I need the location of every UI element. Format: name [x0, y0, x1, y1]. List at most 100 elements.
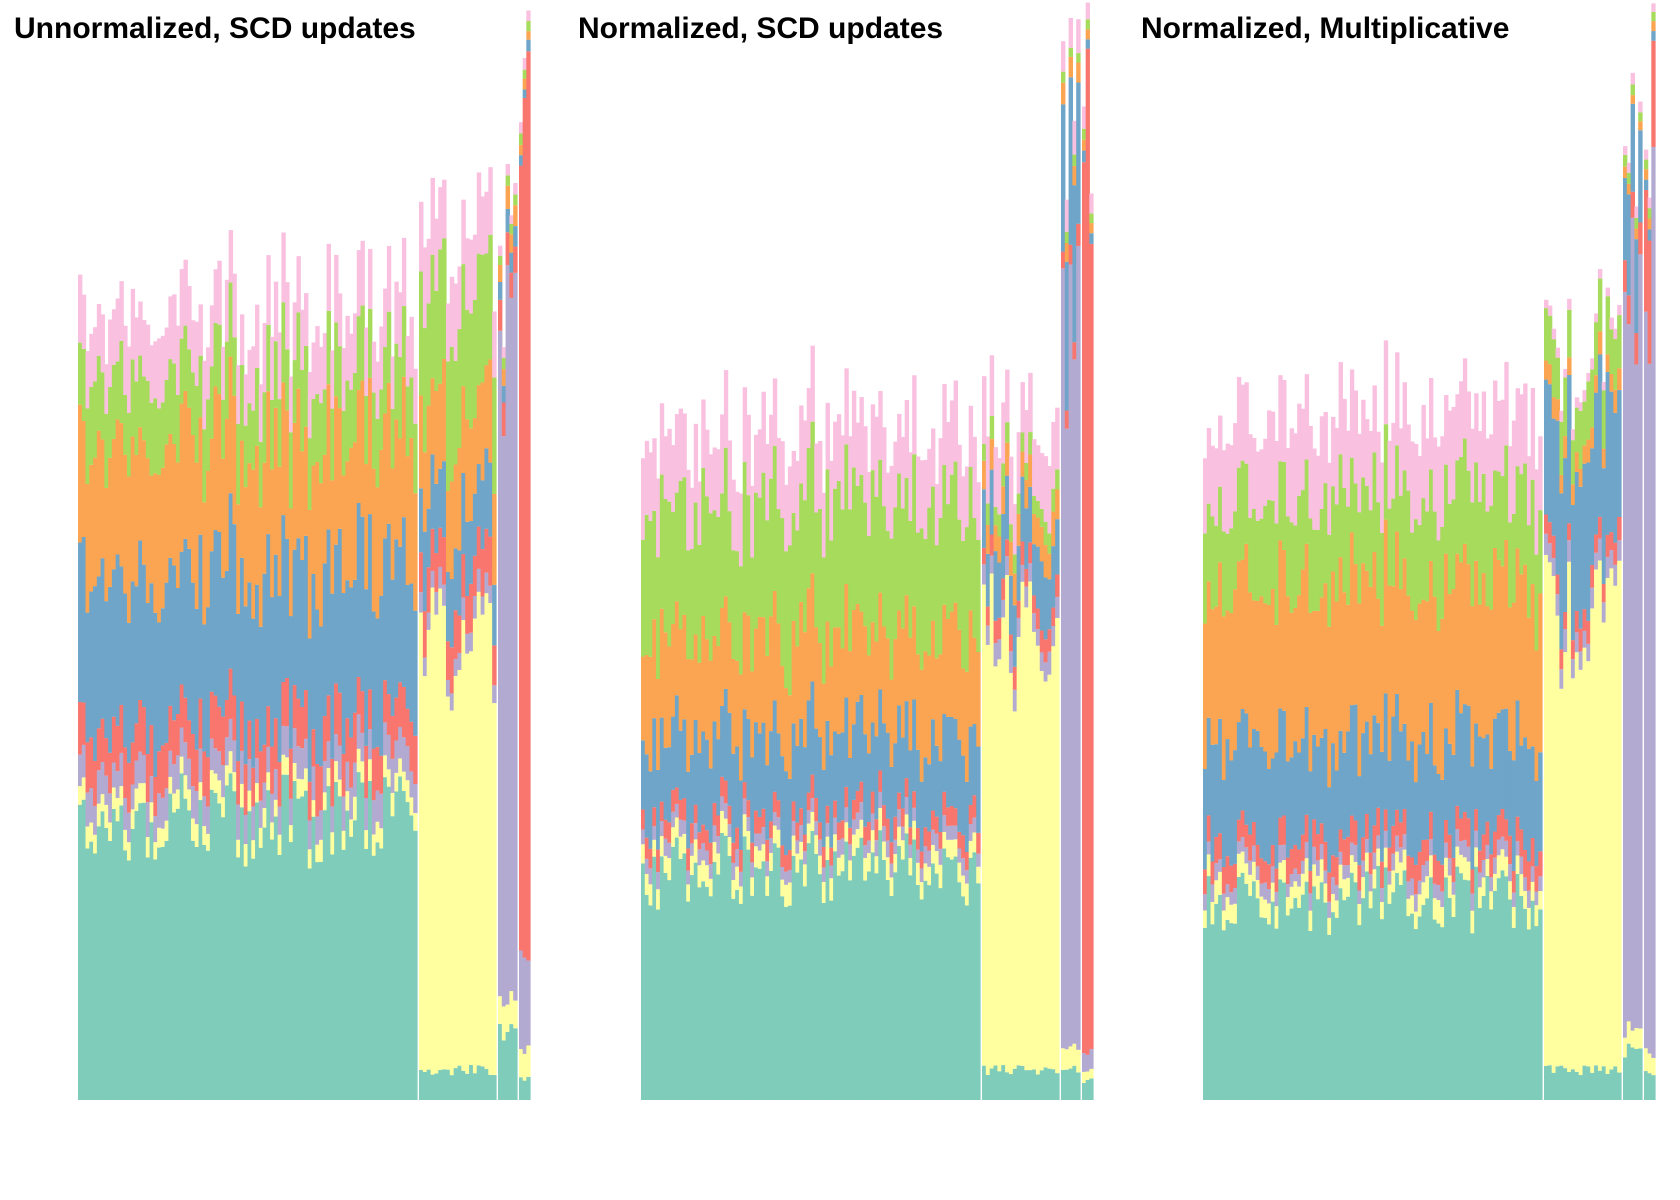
bar-segment-p0-g0-b0	[349, 836, 354, 1100]
bar-segment-p2-g0-b5	[1470, 606, 1475, 767]
bar-segment-p0-g0-b4	[168, 557, 173, 706]
bar-segment-p0-g0-b2	[104, 775, 109, 805]
bar-segment-p0-g0-b4	[232, 524, 237, 696]
bar-segment-p2-g0-b4	[1312, 734, 1317, 820]
bar-segment-p2-g0-b5	[1451, 589, 1456, 755]
bar-segment-p2-g0-b5	[1225, 610, 1230, 740]
bar-segment-p1-g0-b3	[701, 824, 706, 844]
bar-segment-p0-g0-b0	[115, 821, 121, 1100]
bar-segment-p1-g0-b6	[686, 550, 691, 660]
bar-segment-p1-g0-b5	[874, 641, 879, 737]
bar-segment-p0-g0-b0	[213, 792, 218, 1100]
bar-segment-p1-g0-b7	[844, 368, 849, 445]
bar-segment-p2-g0-b3	[1319, 823, 1325, 844]
bar-segment-p1-g0-b7	[904, 399, 910, 478]
bar-segment-p0-g0-b4	[349, 587, 354, 738]
bar-segment-p2-g0-b5	[1500, 566, 1505, 710]
bar-segment-p1-g2-b3	[1072, 342, 1077, 360]
bar-segment-p2-g0-b0	[1481, 895, 1487, 1100]
bar-segment-p1-g3-b5	[1082, 139, 1087, 151]
bar-segment-p1-g0-b7	[723, 370, 729, 448]
bar-segment-p2-g0-b7	[1334, 427, 1340, 505]
bar-segment-p1-g1-b1	[1005, 575, 1010, 1073]
bar-segment-p0-g3-b7	[526, 10, 531, 21]
bar-segment-p2-g0-b0	[1395, 873, 1400, 1100]
bar-segment-p1-g0-b6	[780, 518, 785, 667]
bar-segment-p1-g0-b6	[972, 518, 977, 638]
bar-segment-p2-g0-b1	[1304, 858, 1310, 882]
bar-segment-p1-g0-b5	[836, 627, 842, 735]
bar-segment-p0-g0-b7	[123, 325, 128, 395]
bar-segment-p1-g0-b5	[742, 612, 748, 710]
bar-segment-p1-g0-b1	[667, 858, 672, 881]
bar-segment-p0-g0-b1	[281, 754, 286, 775]
bar-segment-p1-g0-b2	[908, 844, 913, 858]
bar-segment-p2-g0-b0	[1444, 877, 1449, 1100]
bar-segment-p0-g0-b7	[375, 361, 380, 419]
bar-segment-p0-g1-b4	[484, 448, 489, 529]
bar-segment-p1-g1-b7	[1024, 410, 1029, 463]
bar-segment-p0-g0-b3	[401, 686, 407, 738]
bar-segment-p2-g3-b6	[1644, 159, 1649, 170]
bar-segment-p1-g0-b0	[874, 873, 879, 1100]
bar-segment-p2-g1-b3	[1563, 611, 1568, 629]
bar-segment-p2-g2-b0	[1634, 1049, 1639, 1100]
bar-segment-p0-g1-b1	[442, 605, 447, 1070]
bar-segment-p0-g1-b4	[419, 488, 424, 553]
bar-segment-p2-g0-b6	[1229, 528, 1234, 613]
bar-segment-p2-g0-b2	[1364, 839, 1370, 853]
bar-segment-p1-g0-b1	[949, 839, 955, 860]
bar-segment-p0-g0-b2	[371, 800, 377, 835]
bar-segment-p0-g3-b5	[519, 144, 524, 156]
bar-segment-p1-g0-b7	[705, 429, 710, 497]
bar-segment-p2-g1-b7	[1570, 429, 1576, 441]
bar-segment-p0-g0-b5	[134, 454, 139, 587]
bar-segment-p0-g0-b1	[81, 777, 87, 800]
bar-segment-p1-g0-b7	[957, 444, 962, 520]
bar-segment-p0-g0-b3	[262, 744, 267, 783]
bar-segment-p0-g0-b7	[413, 368, 418, 424]
bar-segment-p1-g0-b7	[938, 438, 943, 518]
bar-segment-p2-g0-b1	[1417, 894, 1423, 917]
bar-segment-p1-g0-b4	[720, 705, 725, 777]
bar-segment-p2-g0-b2	[1481, 859, 1487, 878]
bar-segment-p2-g0-b5	[1338, 557, 1343, 731]
bar-segment-p0-g0-b3	[78, 701, 83, 755]
bar-segment-p2-g0-b3	[1526, 861, 1532, 891]
bar-segment-p0-g0-b6	[164, 379, 169, 445]
bar-segment-p2-g0-b3	[1493, 831, 1498, 858]
bar-segment-p1-g0-b5	[870, 622, 876, 723]
bar-segment-p0-g0-b4	[251, 618, 256, 768]
bar-segment-p0-g1-b0	[469, 1064, 474, 1100]
bar-segment-p0-g0-b1	[322, 792, 328, 811]
bar-segment-p1-g0-b6	[757, 497, 763, 617]
bar-segment-p1-g1-b3	[1051, 607, 1056, 626]
bar-segment-p0-g0-b7	[330, 350, 335, 409]
bar-segment-p2-g0-b7	[1218, 415, 1223, 487]
bar-segment-p2-g0-b6	[1538, 510, 1543, 594]
bar-segment-p0-g0-b1	[198, 782, 203, 801]
bar-segment-p0-g0-b5	[157, 474, 162, 623]
bar-segment-p2-g1-b7	[1601, 382, 1607, 391]
bar-segment-p2-g1-b4	[1586, 462, 1591, 621]
bar-segment-p1-g0-b1	[712, 842, 717, 862]
bar-segment-p1-g0-b0	[802, 886, 808, 1100]
bar-segment-p0-g0-b0	[217, 803, 222, 1100]
bar-segment-p0-g1-b5	[480, 382, 486, 481]
bar-segment-p2-g0-b7	[1481, 391, 1487, 474]
bar-segment-p1-g0-b2	[667, 842, 672, 859]
bar-segment-p1-g0-b1	[972, 832, 977, 853]
bar-segment-p2-g1-b7	[1578, 402, 1584, 411]
bar-segment-p0-g0-b6	[232, 337, 237, 396]
bar-segment-p1-g0-b2	[953, 825, 958, 840]
bar-segment-p2-g3-b1	[1644, 1048, 1649, 1072]
bar-segment-p0-g0-b2	[228, 718, 234, 752]
bar-segment-p2-g0-b1	[1282, 860, 1287, 883]
bar-segment-p0-g0-b2	[142, 755, 147, 784]
bar-segment-p2-g0-b0	[1376, 865, 1381, 1100]
bar-segment-p1-g0-b3	[787, 850, 793, 870]
bar-segment-p1-g0-b1	[738, 886, 744, 904]
bar-segment-p0-g0-b1	[194, 824, 200, 847]
bar-segment-p1-g2-b3	[1076, 223, 1081, 246]
bar-segment-p2-g0-b2	[1210, 884, 1215, 903]
